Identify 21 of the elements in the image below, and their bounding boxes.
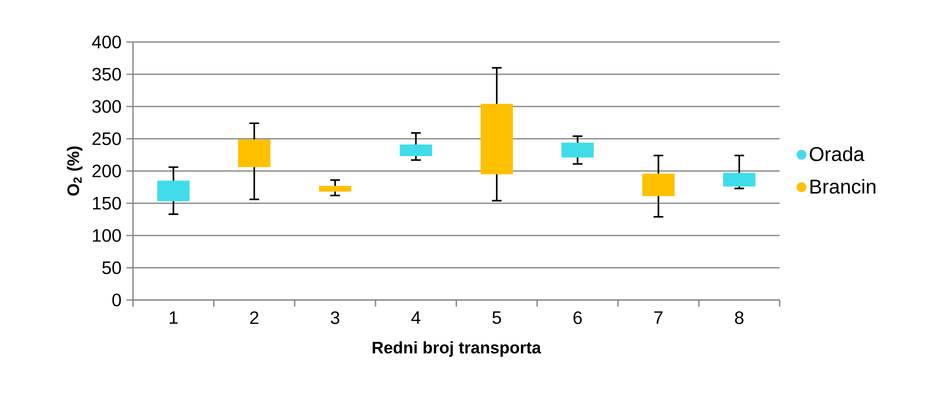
y-tick-label: 350 — [92, 68, 121, 81]
x-axis-title: Redni broj transporta — [372, 341, 542, 357]
y-tick-label: 300 — [92, 100, 121, 113]
y-tick-label: 250 — [92, 132, 121, 146]
x-tick-label: 8 — [735, 311, 744, 324]
x-tick-label: 3 — [330, 311, 340, 324]
x-tick-label: 5 — [492, 311, 502, 324]
y-tick-label: 200 — [92, 164, 121, 178]
x-tick-label: 1 — [170, 311, 178, 324]
legend-label: Orada — [810, 146, 864, 162]
y-tick-label: 0 — [112, 294, 121, 306]
x-tick-label: 4 — [411, 311, 420, 324]
legend-label: Brancin — [810, 178, 876, 194]
y-tick-label: 400 — [92, 36, 121, 48]
y-tick-label: 100 — [92, 229, 121, 242]
y-axis-title: O$_{2}$ (%) — [66, 146, 82, 196]
x-tick-label: 6 — [573, 311, 582, 324]
x-tick-label: 2 — [250, 311, 258, 324]
y-tick-label: 150 — [92, 196, 121, 210]
y-tick-label: 50 — [102, 261, 121, 274]
x-tick-label: 7 — [654, 311, 663, 324]
